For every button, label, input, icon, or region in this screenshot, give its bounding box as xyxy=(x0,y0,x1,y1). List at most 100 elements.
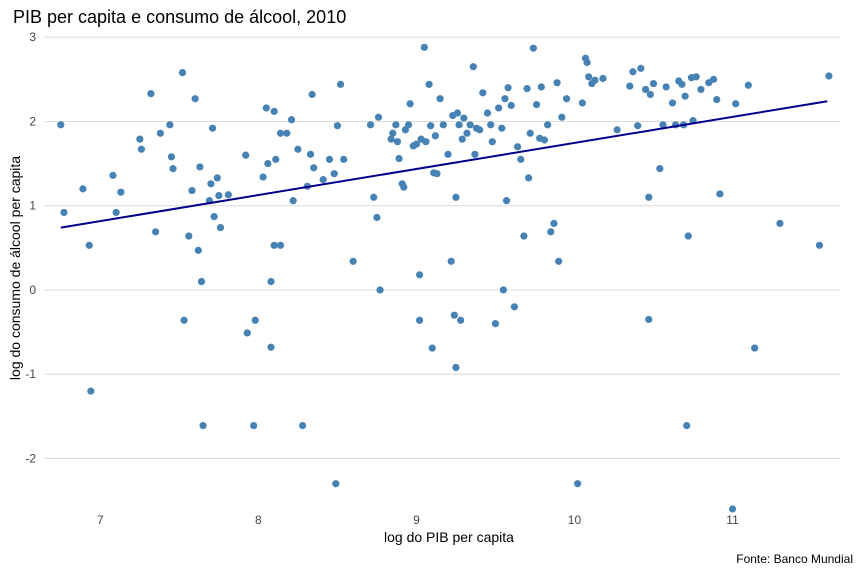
data-point xyxy=(336,80,345,88)
data-point xyxy=(629,68,637,76)
data-point xyxy=(156,129,164,137)
data-point xyxy=(251,316,259,324)
data-point xyxy=(310,164,318,172)
data-point xyxy=(656,165,664,173)
data-point xyxy=(501,95,509,103)
data-point xyxy=(373,213,381,222)
data-point xyxy=(137,145,146,153)
data-point xyxy=(455,121,463,129)
data-point xyxy=(267,277,275,286)
data-point xyxy=(517,155,525,163)
data-point xyxy=(507,101,515,110)
data-point xyxy=(166,121,174,129)
data-point xyxy=(585,73,593,81)
data-point xyxy=(340,155,348,163)
data-point xyxy=(678,80,686,88)
data-point xyxy=(393,138,402,146)
data-point xyxy=(487,121,495,129)
data-point xyxy=(540,136,549,144)
data-point xyxy=(433,170,441,178)
data-point xyxy=(428,344,436,352)
chart-title: PIB per capita e consumo de álcool, 2010 xyxy=(13,7,346,27)
data-point xyxy=(306,150,315,158)
y-tick-label: -2 xyxy=(25,451,36,465)
data-point xyxy=(412,140,421,148)
x-tick-label: 11 xyxy=(726,513,739,527)
data-point xyxy=(436,95,444,103)
data-point xyxy=(387,135,395,143)
data-point xyxy=(289,197,297,205)
data-point xyxy=(495,104,503,112)
data-point xyxy=(444,150,452,158)
data-point xyxy=(319,175,327,184)
data-point xyxy=(57,121,65,129)
data-point xyxy=(578,99,586,107)
data-point xyxy=(751,344,759,352)
y-tick-label: 2 xyxy=(29,114,36,128)
data-point xyxy=(185,232,193,240)
data-point xyxy=(191,95,199,103)
data-point xyxy=(270,107,278,115)
data-point xyxy=(199,421,207,430)
data-point xyxy=(276,129,285,137)
data-point xyxy=(283,129,291,137)
data-point xyxy=(422,138,430,146)
data-point xyxy=(641,85,650,94)
data-point xyxy=(499,286,507,294)
data-point xyxy=(415,316,424,324)
data-point xyxy=(60,208,68,217)
data-point xyxy=(529,44,537,52)
data-point xyxy=(427,122,435,130)
data-point xyxy=(713,95,721,104)
x-tick-label: 7 xyxy=(97,513,104,527)
data-point xyxy=(825,72,833,80)
y-axis-title: log do consumo de álcool per capita xyxy=(7,156,23,380)
y-tick-label: 0 xyxy=(29,283,36,297)
data-point xyxy=(513,143,522,151)
x-tick-label: 10 xyxy=(568,513,582,527)
data-point xyxy=(112,208,120,217)
data-point xyxy=(152,228,160,236)
y-tick-label: 1 xyxy=(29,199,36,213)
x-axis-title: log do PIB per capita xyxy=(384,529,514,545)
data-point xyxy=(169,165,177,173)
data-point xyxy=(681,92,689,100)
data-point xyxy=(498,124,506,132)
data-point xyxy=(272,155,280,163)
data-point xyxy=(452,193,460,201)
data-point xyxy=(466,121,474,129)
data-point xyxy=(583,58,591,67)
data-point xyxy=(215,191,223,200)
data-point xyxy=(262,104,270,112)
data-point xyxy=(389,129,397,137)
data-point xyxy=(259,173,267,181)
data-point xyxy=(270,241,278,249)
data-point xyxy=(194,246,202,254)
data-point xyxy=(208,124,217,132)
data-point xyxy=(457,316,465,324)
data-point xyxy=(491,320,500,328)
data-point xyxy=(287,116,296,124)
data-point xyxy=(85,241,93,249)
data-point xyxy=(537,83,545,91)
data-point xyxy=(395,154,403,163)
data-point xyxy=(250,421,258,430)
data-point xyxy=(562,95,571,103)
data-point xyxy=(659,121,667,129)
data-point xyxy=(267,343,275,351)
data-point xyxy=(180,316,188,324)
data-point xyxy=(243,329,251,337)
data-point xyxy=(196,163,204,171)
data-point xyxy=(299,421,307,430)
data-point xyxy=(471,150,479,158)
y-axis-ticks: -2 -1 0 1 2 3 xyxy=(25,30,36,465)
data-point xyxy=(662,83,670,91)
data-point xyxy=(526,129,534,137)
data-point xyxy=(332,480,340,488)
data-point xyxy=(213,174,221,182)
data-point xyxy=(308,90,316,99)
data-point xyxy=(504,84,512,92)
data-point xyxy=(452,363,460,372)
data-point xyxy=(744,81,752,89)
